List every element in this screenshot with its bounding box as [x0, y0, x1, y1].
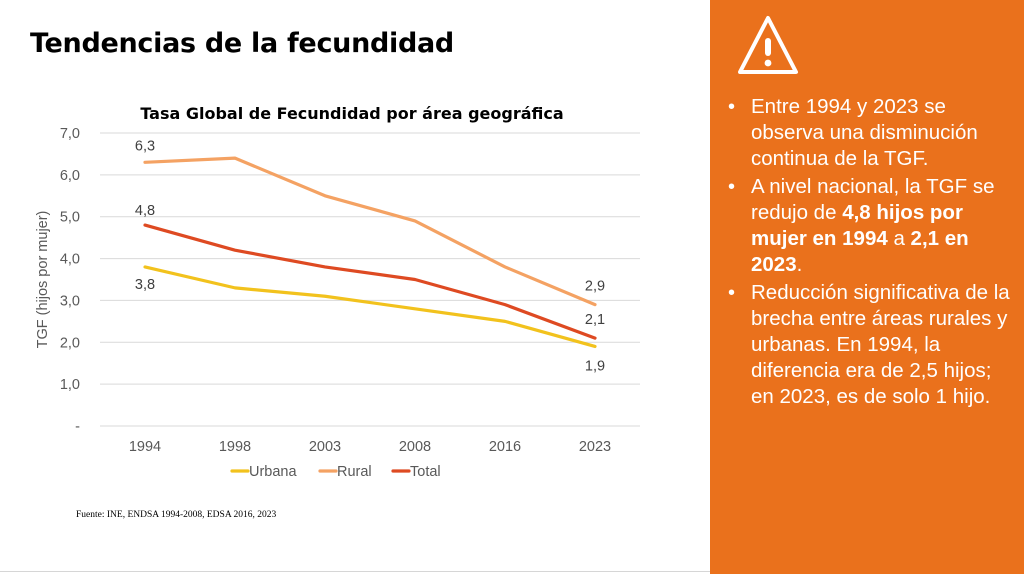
- chart-area: Tasa Global de Fecundidad por área geogr…: [35, 104, 640, 480]
- y-tick-label: 2,0: [60, 335, 80, 351]
- series-line-rural: [143, 156, 597, 307]
- data-label: 4,8: [135, 203, 155, 219]
- bullet-dot: •: [728, 176, 736, 198]
- data-label: 1,9: [585, 358, 605, 374]
- y-tick-label: 4,0: [60, 252, 80, 268]
- y-tick-label: 1,0: [60, 377, 80, 393]
- footer-divider: [0, 571, 710, 572]
- slide-title: Tendencias de la fecundidad: [30, 28, 454, 59]
- legend-label-urbana: Urbana: [249, 464, 297, 480]
- insight-bullets: • Entre 1994 y 2023 se observa una dismin…: [728, 94, 1013, 412]
- bullet-text: A nivel nacional, la TGF se redujo de: [751, 175, 995, 224]
- x-tick-label: 2016: [489, 439, 521, 455]
- bullet-text: .: [796, 253, 803, 276]
- series-line-total: [143, 223, 597, 340]
- y-tick-label: 3,0: [60, 293, 80, 309]
- data-label: 2,9: [585, 279, 605, 295]
- line-chart: Tasa Global de Fecundidad por área geogr…: [35, 104, 640, 480]
- x-tick-label: 1994: [129, 439, 161, 455]
- y-tick-label: 6,0: [60, 168, 80, 184]
- source-note: Fuente: INE, ENDSA 1994-2008, EDSA 2016,…: [76, 510, 277, 520]
- x-tick-label: 1998: [219, 439, 251, 455]
- bullet-text: a: [887, 227, 911, 250]
- bullet-text-bold: 4,8 hijos por mujer en 1994: [751, 201, 963, 250]
- insight-bullet: • Entre 1994 y 2023 se observa una dismin…: [728, 94, 1013, 172]
- x-tick-label: 2023: [579, 439, 611, 455]
- y-tick-label: -: [75, 419, 80, 435]
- y-tick-label: 7,0: [60, 126, 80, 142]
- bullet-dot: •: [728, 96, 736, 118]
- data-label: 2,1: [585, 312, 605, 328]
- insight-bullet: • Reducción significativa de la brecha en…: [728, 280, 1013, 410]
- insight-bullet: • A nivel nacional, la TGF se redujo de 4…: [728, 174, 1013, 278]
- legend-label-total: Total: [410, 464, 441, 480]
- series-line-urbana: [143, 265, 597, 349]
- bullet-dot: •: [728, 282, 736, 304]
- data-label: 3,8: [135, 277, 155, 293]
- bullet-text: Entre 1994 y 2023 se observa una disminu…: [751, 95, 978, 170]
- x-tick-label: 2008: [399, 439, 431, 455]
- warning-icon: [738, 16, 798, 74]
- legend-label-rural: Rural: [337, 464, 372, 480]
- y-axis-label: TGF (hijos por mujer): [35, 211, 51, 349]
- insight-panel: • Entre 1994 y 2023 se observa una dismin…: [710, 0, 1024, 574]
- data-label: 6,3: [135, 138, 155, 154]
- bullet-text-bold: 2,1 en 2023: [751, 227, 969, 276]
- chart-title: Tasa Global de Fecundidad por área geogr…: [140, 104, 563, 123]
- bullet-text: Reducción significativa de la brecha ent…: [751, 281, 1010, 408]
- y-tick-label: 5,0: [60, 210, 80, 226]
- x-tick-label: 2003: [309, 439, 341, 455]
